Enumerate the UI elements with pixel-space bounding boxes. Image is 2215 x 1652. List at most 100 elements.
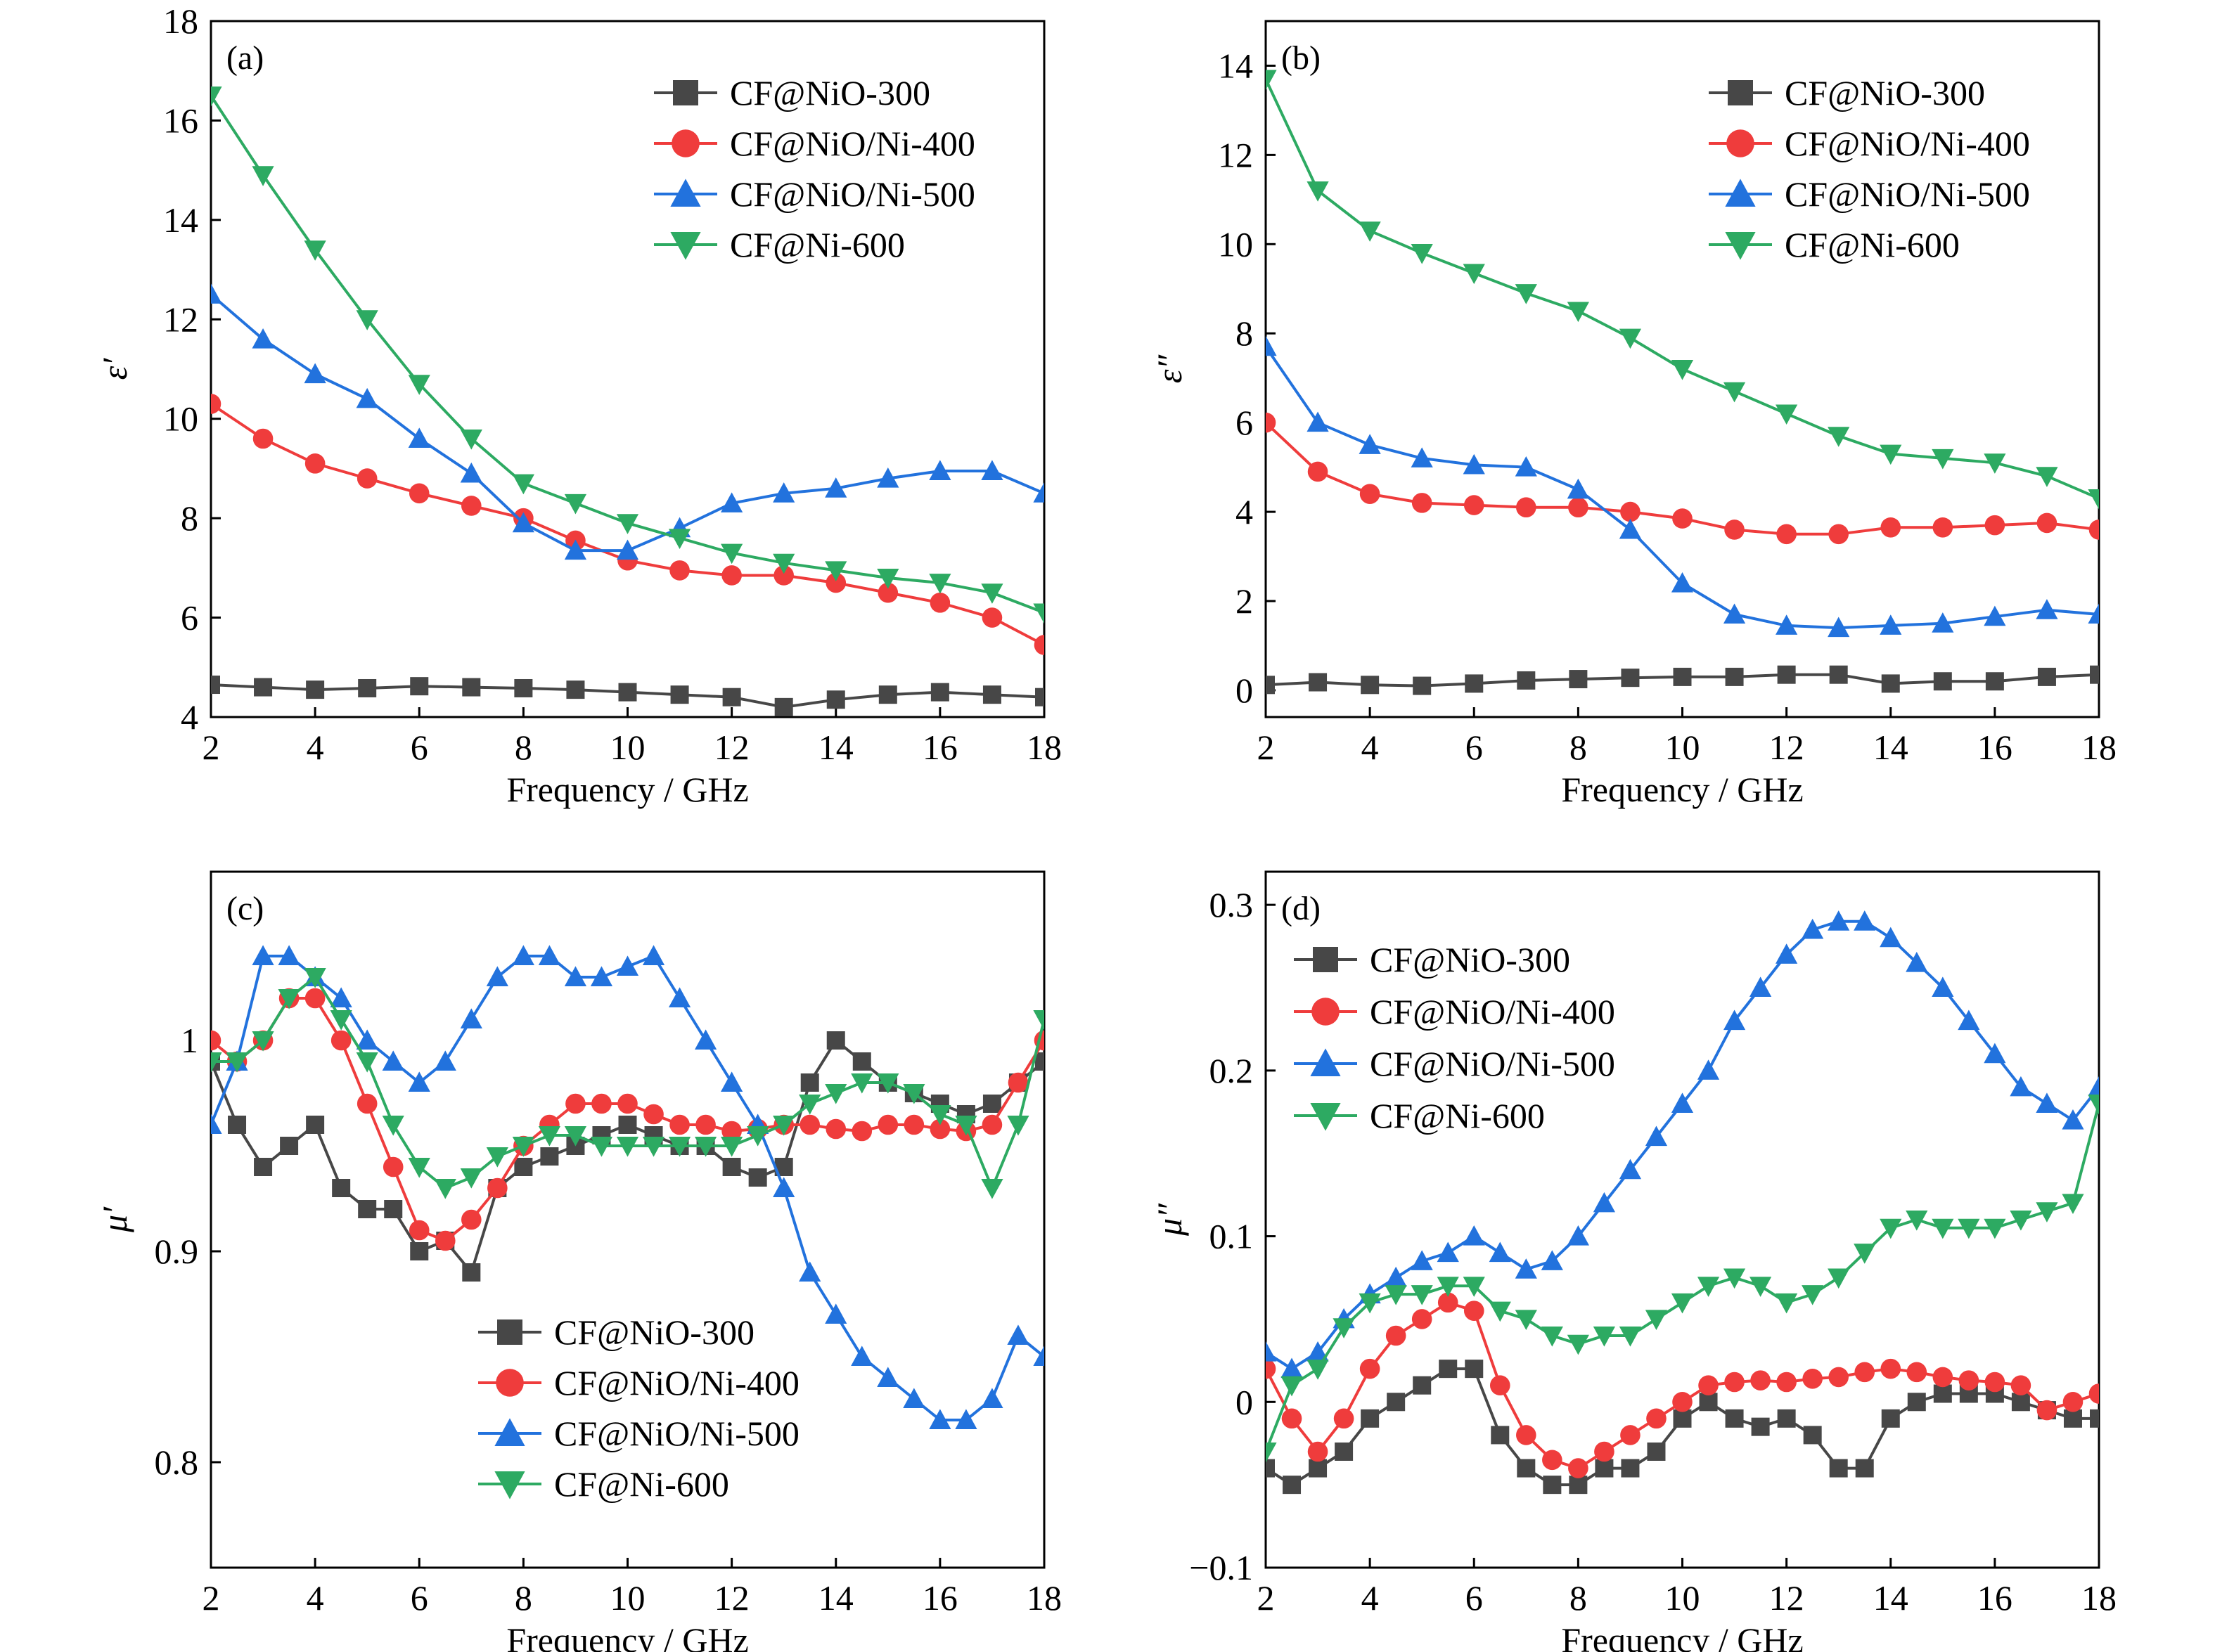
legend-marker	[494, 1471, 525, 1499]
data-point	[825, 477, 847, 498]
data-point	[512, 1137, 534, 1157]
data-point	[955, 1409, 977, 1429]
panel-label: (a)	[226, 39, 264, 77]
legend-marker	[496, 1369, 524, 1397]
data-point	[2010, 1076, 2032, 1097]
legend-label: CF@Ni-600	[730, 225, 905, 264]
data-point	[721, 492, 743, 512]
data-point	[1007, 1116, 1029, 1136]
x-tick-label: 12	[1769, 1578, 1804, 1618]
data-point	[590, 1137, 613, 1157]
data-point	[1828, 1367, 1849, 1388]
data-point	[330, 1030, 352, 1051]
data-point	[1984, 515, 2005, 536]
y-tick-label: 12	[1218, 135, 1253, 174]
data-point	[1619, 518, 1642, 539]
legend-marker	[1728, 80, 1753, 105]
data-point	[254, 678, 273, 697]
data-point	[1463, 453, 1485, 475]
data-point	[1034, 635, 1044, 655]
data-point	[1880, 927, 1902, 948]
y-tick-label: −0.1	[1189, 1548, 1253, 1587]
data-point	[2010, 1375, 2031, 1396]
legend-label: CF@NiO/Ni-400	[554, 1363, 800, 1402]
legend-marker	[672, 129, 700, 157]
x-tick-label: 14	[1873, 728, 1908, 767]
legend-label: CF@Ni-600	[1785, 225, 1960, 264]
data-point	[1828, 524, 1849, 545]
data-point	[670, 685, 689, 704]
x-tick-label: 14	[818, 728, 854, 767]
data-point	[1984, 1218, 2006, 1239]
data-point	[799, 1095, 821, 1115]
data-point	[278, 945, 300, 965]
data-point	[1984, 1372, 2005, 1393]
legend-marker	[673, 80, 698, 105]
data-point	[252, 1031, 274, 1052]
data-point	[903, 1388, 925, 1408]
data-point	[773, 1177, 795, 1197]
data-point	[1829, 1459, 1848, 1478]
data-point	[1749, 976, 1772, 997]
data-point	[2088, 1076, 2099, 1097]
panel-c: 2 4 6 8 10 12 14 16 18 0.8 0.9 1 Frequency / GHz μ′ (c…	[95, 870, 1062, 1652]
data-point	[929, 574, 951, 594]
data-point	[1985, 672, 2004, 691]
data-point	[540, 1147, 559, 1166]
data-point	[462, 1263, 481, 1282]
y-tick-label: 12	[163, 299, 198, 339]
data-point	[1361, 1409, 1380, 1428]
data-point	[358, 678, 377, 697]
data-point	[721, 1071, 743, 1092]
data-point	[1828, 1268, 1850, 1289]
data-point	[1567, 478, 1589, 499]
data-point	[1619, 328, 1642, 349]
x-tick-label: 2	[1257, 728, 1275, 767]
panel-d: 2 4 6 8 10 12 14 16 18 −0.1 0 0.1 0.2 0.3 Frequency / …	[1150, 870, 2117, 1652]
data-point	[357, 1093, 378, 1114]
data-point	[462, 678, 481, 697]
data-point	[1723, 603, 1746, 624]
data-point	[955, 1116, 977, 1136]
data-point	[1515, 1258, 1537, 1279]
data-point	[1437, 1292, 1458, 1313]
y-tick-label: 2	[1235, 581, 1253, 621]
data-point	[1723, 1009, 1746, 1031]
data-point	[1281, 1408, 1302, 1429]
data-point	[1880, 1358, 1901, 1379]
data-point	[800, 1073, 819, 1092]
data-point	[252, 428, 274, 449]
data-point	[409, 1220, 430, 1241]
data-point	[1541, 1327, 1563, 1347]
data-point	[228, 1116, 247, 1134]
data-point	[252, 945, 274, 965]
data-point	[2090, 665, 2099, 684]
data-point	[694, 1029, 717, 1050]
data-point	[981, 460, 1003, 480]
panel-label: (d)	[1281, 890, 1321, 927]
data-point	[408, 375, 430, 395]
data-point	[773, 553, 795, 574]
x-tick-label: 4	[307, 728, 324, 767]
data-point	[825, 561, 847, 581]
x-axis-title: Frequency / GHz	[1561, 770, 1803, 809]
data-point	[1491, 1426, 1510, 1445]
data-point	[1697, 1059, 1720, 1080]
data-point	[304, 988, 326, 1009]
data-point	[878, 1114, 899, 1135]
data-point	[211, 676, 220, 695]
y-tick-label: 16	[163, 101, 198, 140]
data-point	[1751, 1417, 1770, 1436]
x-tick-label: 10	[1665, 1578, 1700, 1618]
data-point	[1033, 1346, 1044, 1366]
legend-label: CF@NiO-300	[1785, 73, 1985, 112]
data-point	[1725, 1409, 1744, 1428]
x-tick-label: 2	[203, 1578, 220, 1618]
data-point	[721, 565, 742, 586]
y-tick-label: 4	[181, 697, 198, 737]
data-point	[1463, 1225, 1485, 1246]
data-point	[1489, 1241, 1511, 1263]
data-point	[616, 514, 639, 534]
x-tick-label: 12	[714, 728, 750, 767]
